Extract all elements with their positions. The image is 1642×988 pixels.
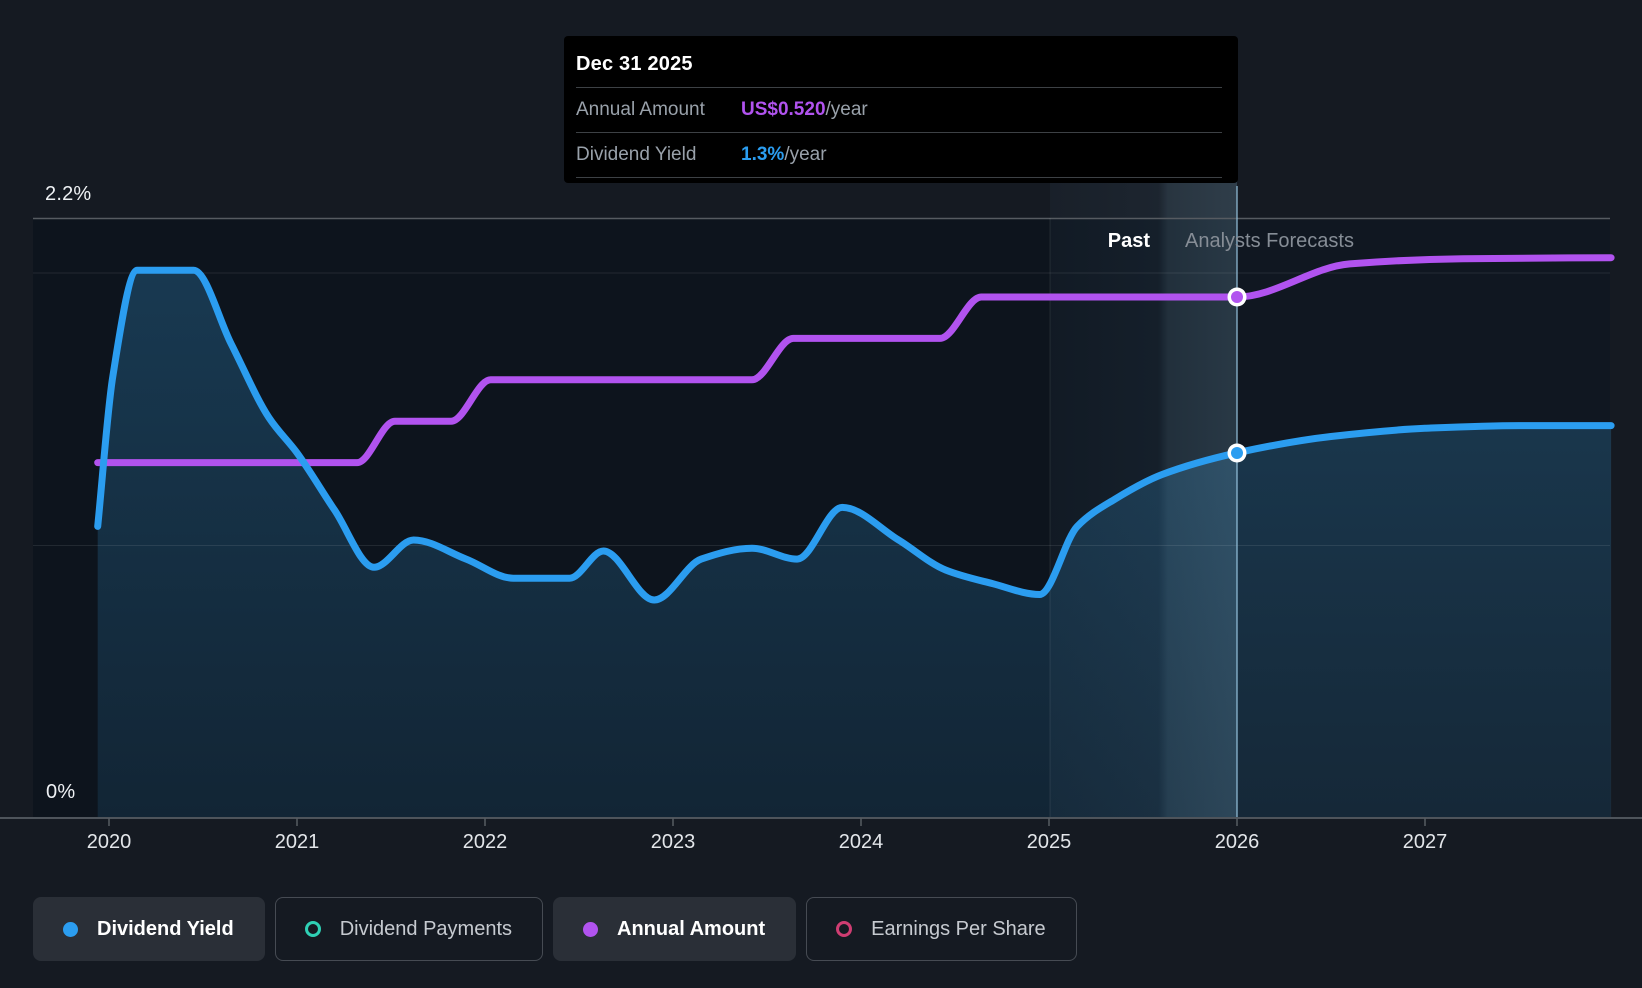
forecast-period-label: Analysts Forecasts <box>1185 230 1354 252</box>
tooltip-row-annual-amount: Annual Amount US$0.520/year <box>576 87 1222 132</box>
legend-label: Dividend Payments <box>339 917 513 940</box>
recent-period-highlight-band <box>1050 170 1237 818</box>
tooltip-row-dividend-yield: Dividend Yield 1.3%/year <box>576 132 1222 177</box>
annual-amount-dot-icon <box>583 921 599 937</box>
tooltip-annual-amount-label: Annual Amount <box>576 99 705 120</box>
y-axis-max-label: 2.2% <box>45 183 92 205</box>
tooltip-dividend-yield-suffix: /year <box>784 144 827 165</box>
tooltip-date: Dec 31 2025 <box>576 53 693 75</box>
chart-legend: Dividend Yield Dividend Payments Annual … <box>33 897 1077 961</box>
x-axis-year-label: 2025 <box>1026 831 1072 853</box>
past-period-label: Past <box>1107 230 1150 252</box>
forecast-region-overlay <box>1237 218 1610 818</box>
marker-dot-annual-amount[interactable] <box>1227 287 1247 307</box>
x-axis-year-label: 2027 <box>1402 831 1448 853</box>
dividend-yield-dot-icon <box>63 921 78 937</box>
earnings-per-share-ring-icon <box>836 921 853 937</box>
annual-amount-line <box>94 254 1615 467</box>
chart-tooltip: Dec 31 2025 Annual Amount US$0.520/year … <box>564 36 1238 183</box>
marker-dot-dividend-yield[interactable] <box>1227 443 1247 463</box>
dividend-yield-line <box>94 266 1615 604</box>
tooltip-annual-amount-suffix: /year <box>825 99 868 120</box>
x-axis-year-label: 2023 <box>650 831 696 853</box>
x-axis-year-label: 2026 <box>1214 831 1260 853</box>
tooltip-dividend-yield-label: Dividend Yield <box>576 144 697 165</box>
x-axis-year-label: 2021 <box>274 831 320 853</box>
legend-button-annual-amount[interactable]: Annual Amount <box>553 897 797 961</box>
x-axis-year-label: 2020 <box>86 831 132 853</box>
legend-label: Dividend Yield <box>97 917 234 940</box>
tooltip-dividend-yield-value: 1.3% <box>741 144 785 165</box>
legend-label: Earnings Per Share <box>871 917 1046 940</box>
legend-label: Annual Amount <box>617 917 766 940</box>
legend-button-earnings-per-share[interactable]: Earnings Per Share <box>806 897 1077 961</box>
dividend-payments-ring-icon <box>304 921 321 937</box>
y-axis-min-label: 0% <box>46 781 76 803</box>
x-axis-year-label: 2022 <box>462 831 508 853</box>
legend-button-dividend-payments[interactable]: Dividend Payments <box>274 897 544 961</box>
legend-button-dividend-yield[interactable]: Dividend Yield <box>33 897 265 961</box>
tooltip-annual-amount-value: US$0.520 <box>741 99 826 120</box>
x-axis-year-label: 2024 <box>838 831 884 853</box>
x-axis-ticks <box>108 818 1426 826</box>
